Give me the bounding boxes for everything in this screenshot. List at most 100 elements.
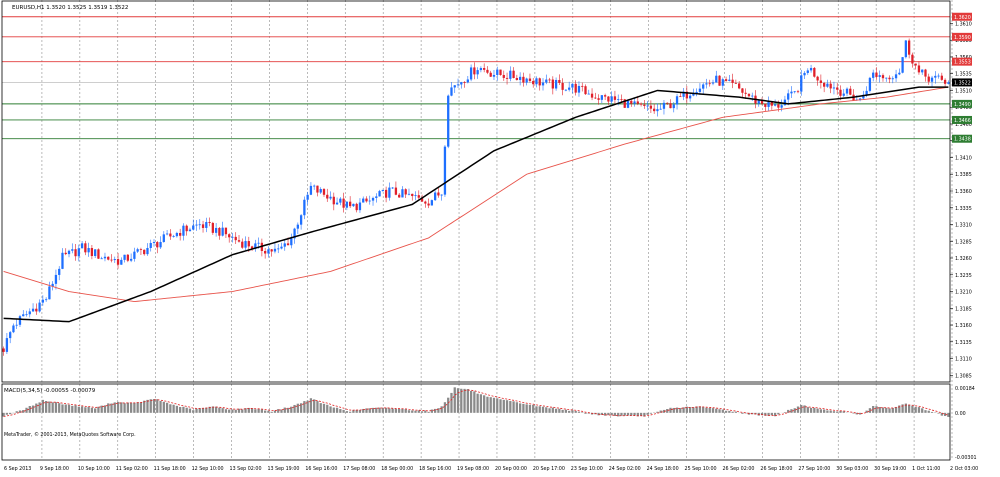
time-tick-label: 12 Sep 10:00	[192, 466, 224, 472]
time-tick-label: 26 Sep 18:00	[760, 466, 792, 472]
candle-body	[623, 99, 626, 108]
time-tick-label: 1 Oct 11:00	[912, 466, 940, 472]
price-tick-label: 1.3310	[955, 223, 972, 229]
candle-body	[273, 248, 277, 252]
candle-body	[574, 83, 577, 93]
candle-body	[568, 87, 571, 90]
candle-body	[116, 259, 120, 265]
candle-body	[561, 82, 564, 90]
price-tick-label: 1.3110	[955, 357, 972, 363]
time-tick-label: 20 Sep 00:00	[495, 466, 527, 472]
candle-body	[313, 185, 316, 187]
candle-body	[718, 75, 721, 86]
time-tick-label: 17 Sep 08:00	[343, 466, 375, 472]
candle-body	[401, 189, 404, 198]
candle-body	[388, 187, 391, 198]
level-price-tag	[952, 99, 972, 108]
candle-body	[129, 258, 133, 261]
candle-body	[218, 227, 221, 236]
candle-body	[257, 242, 260, 244]
candle-body	[773, 104, 777, 106]
candle-body	[414, 195, 417, 197]
candle-body	[136, 249, 139, 252]
time-tick-label: 9 Sep 18:00	[40, 466, 69, 472]
candle-body	[378, 191, 381, 197]
candle-body	[15, 324, 18, 326]
candle-body	[816, 76, 819, 81]
horizontal-levels[interactable]	[2, 16, 950, 140]
candle-body	[564, 89, 568, 91]
level-price-tag	[952, 134, 972, 143]
candle-body	[463, 82, 466, 83]
candle-body	[796, 91, 800, 93]
candle-body	[162, 234, 165, 242]
candle-body	[672, 104, 675, 109]
macd-tick-label: 0.00	[955, 411, 966, 417]
candle-body	[499, 69, 502, 75]
candle-body	[496, 69, 499, 75]
candle-body	[133, 251, 136, 259]
time-tick-label: 30 Sep 19:00	[874, 466, 906, 472]
candle-body	[67, 250, 71, 255]
candle-body	[845, 88, 849, 94]
candle-body	[244, 241, 247, 248]
time-tick-label: 6 Sep 2013	[4, 466, 31, 472]
candle-body	[891, 78, 894, 80]
candle-body	[2, 348, 5, 352]
candle-body	[84, 243, 87, 253]
candle-body	[329, 196, 332, 199]
candle-body	[630, 100, 633, 104]
time-tick-label: 10 Sep 10:00	[78, 466, 110, 472]
candle-body	[532, 80, 535, 85]
macd-header: MACD(5,34,5) -0.00055 -0.00079	[4, 388, 96, 394]
candle-body	[113, 259, 116, 261]
candle-body	[715, 75, 718, 83]
candle-body	[64, 252, 67, 255]
candle-body	[858, 98, 862, 100]
candle-body	[48, 286, 51, 300]
candle-body	[633, 101, 636, 104]
candle-body	[188, 229, 192, 232]
candle-body	[476, 70, 479, 75]
candle-body	[662, 102, 666, 109]
candle-body	[597, 98, 600, 100]
candle-body	[558, 80, 561, 83]
candle-body	[214, 227, 218, 233]
candle-body	[512, 70, 515, 78]
candle-body	[175, 232, 179, 237]
candle-body	[711, 82, 715, 84]
candle-body	[800, 75, 803, 92]
candle-body	[636, 101, 639, 104]
candle-body	[152, 242, 156, 243]
candle-body	[375, 196, 378, 198]
candle-body	[433, 192, 437, 201]
level-price-tag	[952, 32, 972, 41]
candle-body	[192, 225, 195, 230]
candle-body	[685, 91, 688, 99]
price-tick-label: 1.3335	[955, 206, 972, 212]
candle-body	[407, 193, 411, 195]
candle-body	[594, 97, 597, 99]
time-tick-label: 18 Sep 00:00	[381, 466, 413, 472]
candle-body	[299, 215, 303, 225]
candle-body	[548, 79, 551, 81]
candle-body	[90, 248, 94, 257]
price-tick-label: 1.3185	[955, 306, 972, 312]
candle-body	[551, 79, 554, 89]
candle-body	[453, 85, 456, 88]
candle-body	[165, 233, 169, 235]
candle-body	[626, 100, 630, 108]
candle-body	[54, 274, 58, 284]
candle-body	[417, 195, 420, 198]
candle-body	[653, 108, 656, 112]
candle-body	[12, 325, 15, 333]
candle-body	[342, 198, 345, 208]
time-tick-label: 13 Sep 02:00	[230, 466, 262, 472]
candle-body	[682, 91, 685, 97]
chart-frame	[1, 0, 951, 461]
candle-body	[587, 93, 590, 95]
candle-body	[502, 74, 505, 78]
candle-body	[430, 200, 434, 206]
